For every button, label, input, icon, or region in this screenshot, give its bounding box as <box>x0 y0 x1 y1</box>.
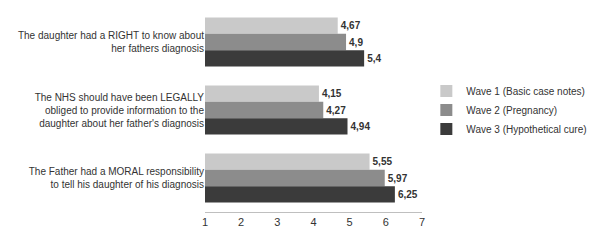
svg-text:The Father had a MORAL respons: The Father had a MORAL responsibilityto … <box>29 166 204 190</box>
svg-text:4,67: 4,67 <box>341 20 361 31</box>
svg-text:4,27: 4,27 <box>326 105 346 116</box>
svg-text:4,9: 4,9 <box>349 37 363 48</box>
svg-text:6,25: 6,25 <box>398 189 418 200</box>
svg-text:2: 2 <box>238 216 244 228</box>
svg-text:4: 4 <box>310 216 316 228</box>
svg-text:4,15: 4,15 <box>322 88 342 99</box>
svg-text:6: 6 <box>383 216 389 228</box>
svg-text:Wave 3 (Hypothetical cure): Wave 3 (Hypothetical cure) <box>466 124 586 135</box>
svg-text:Wave 1 (Basic case notes): Wave 1 (Basic case notes) <box>466 86 585 97</box>
svg-text:The daughter had a RIGHT to kn: The daughter had a RIGHT to know abouthe… <box>18 30 204 54</box>
svg-text:5,97: 5,97 <box>388 173 408 184</box>
svg-text:Wave 2 (Pregnancy): Wave 2 (Pregnancy) <box>466 105 557 116</box>
svg-text:5: 5 <box>347 216 353 228</box>
svg-text:3: 3 <box>274 216 280 228</box>
svg-text:7: 7 <box>419 216 425 228</box>
svg-text:4,94: 4,94 <box>351 121 371 132</box>
svg-text:The NHS should have been LEGAL: The NHS should have been LEGALLYobliged … <box>35 92 205 129</box>
svg-text:5,4: 5,4 <box>367 53 381 64</box>
svg-text:1: 1 <box>202 216 208 228</box>
svg-text:5,55: 5,55 <box>373 156 393 167</box>
